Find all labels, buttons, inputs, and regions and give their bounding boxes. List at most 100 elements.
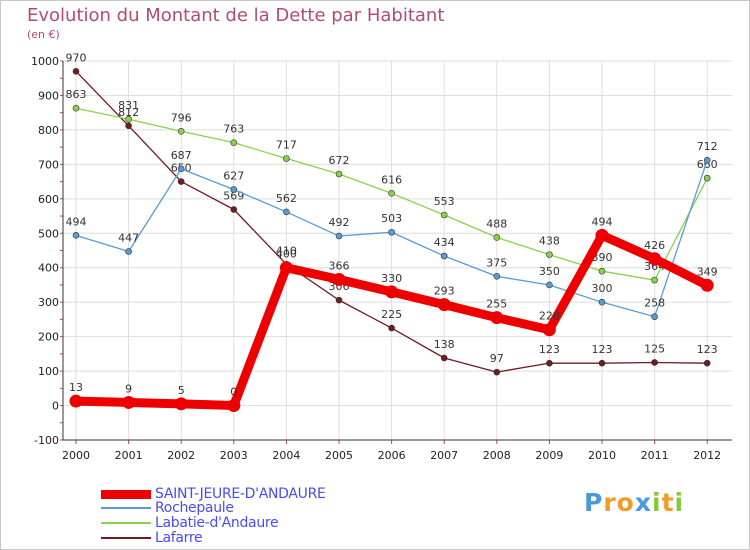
y-tick-label: 800 (38, 124, 59, 137)
data-label-labatie-d-andaure: 763 (223, 123, 244, 136)
point-labatie-d-andaure (440, 211, 448, 219)
x-tick-label: 2009 (535, 449, 563, 462)
proxiti-logo: Proxiti (584, 488, 684, 517)
y-tick-label: 400 (38, 262, 59, 275)
point-saint-jeure-d-andaure (385, 285, 399, 299)
point-rochepaule (651, 313, 658, 320)
x-tick-label: 2001 (115, 449, 143, 462)
data-label-labatie-d-andaure: 863 (66, 88, 87, 101)
y-tick-label: 200 (38, 331, 59, 344)
point-labatie-d-andaure (283, 155, 290, 162)
data-label-labatie-d-andaure: 660 (697, 158, 718, 171)
data-label-lafarre: 410 (276, 244, 297, 257)
point-saint-jeure-d-andaure (700, 278, 714, 292)
data-label-labatie-d-andaure: 390 (592, 251, 613, 264)
data-label-lafarre: 569 (223, 189, 244, 202)
data-label-saint-jeure-d-andaure: 13 (69, 381, 83, 394)
data-label-rochepaule: 712 (697, 140, 718, 153)
point-rochepaule (177, 165, 185, 173)
y-tick-label: 1000 (31, 55, 59, 68)
data-label-labatie-d-andaure: 672 (329, 154, 350, 167)
data-label-saint-jeure-d-andaure: 220 (539, 310, 560, 323)
legend-swatch (101, 537, 151, 539)
y-tick-label: 100 (38, 365, 59, 378)
point-lafarre (598, 359, 606, 367)
data-label-labatie-d-andaure: 438 (539, 235, 560, 248)
y-tick-label: 900 (38, 89, 59, 102)
point-labatie-d-andaure (546, 251, 553, 258)
data-label-rochepaule: 258 (644, 297, 665, 310)
data-label-rochepaule: 687 (171, 149, 192, 162)
data-label-rochepaule: 350 (539, 265, 560, 278)
point-labatie-d-andaure (703, 174, 711, 182)
data-label-saint-jeure-d-andaure: 400 (276, 248, 297, 261)
point-saint-jeure-d-andaure (122, 395, 136, 409)
point-labatie-d-andaure (388, 190, 395, 197)
data-label-saint-jeure-d-andaure: 9 (125, 382, 132, 395)
data-label-saint-jeure-d-andaure: 494 (592, 215, 613, 228)
data-label-lafarre: 138 (434, 338, 455, 351)
data-label-rochepaule: 300 (592, 282, 613, 295)
data-label-labatie-d-andaure: 717 (276, 139, 297, 152)
data-label-rochepaule: 562 (276, 192, 297, 205)
legend-label: Lafarre (155, 530, 203, 546)
data-label-labatie-d-andaure: 488 (486, 217, 507, 230)
y-tick-label: 700 (38, 158, 59, 171)
point-saint-jeure-d-andaure (542, 323, 556, 337)
x-tick-label: 2012 (693, 449, 721, 462)
point-labatie-d-andaure (72, 104, 80, 112)
point-saint-jeure-d-andaure (437, 298, 451, 312)
point-saint-jeure-d-andaure (227, 399, 241, 413)
data-label-labatie-d-andaure: 796 (171, 111, 192, 124)
point-labatie-d-andaure (125, 115, 132, 123)
point-rochepaule (230, 186, 238, 193)
x-tick-label: 2004 (272, 449, 300, 462)
point-rochepaule (703, 156, 711, 164)
plot-area (63, 61, 732, 440)
point-saint-jeure-d-andaure (648, 252, 662, 266)
legend-item: Labatie-d'Andaure (101, 515, 279, 531)
data-label-labatie-d-andaure: 616 (381, 173, 402, 186)
point-rochepaule (598, 298, 606, 306)
data-label-saint-jeure-d-andaure: 366 (329, 259, 350, 272)
point-rochepaule (72, 232, 80, 239)
point-lafarre (651, 359, 658, 366)
legend-swatch (101, 507, 151, 509)
data-label-lafarre: 970 (66, 51, 87, 64)
data-label-lafarre: 225 (381, 308, 402, 321)
point-lafarre (388, 324, 395, 332)
legend-label: Rochepaule (155, 500, 234, 516)
logo-letter: x (634, 488, 652, 517)
point-labatie-d-andaure (230, 139, 238, 146)
data-label-lafarre: 123 (592, 343, 613, 356)
data-label-lafarre: 97 (490, 352, 504, 365)
data-label-saint-jeure-d-andaure: 0 (230, 386, 237, 399)
point-lafarre (493, 368, 501, 376)
y-tick-label: 0 (52, 400, 59, 413)
data-label-saint-jeure-d-andaure: 426 (644, 239, 665, 252)
data-label-labatie-d-andaure: 831 (118, 99, 139, 112)
point-lafarre (177, 178, 185, 185)
x-tick-label: 2000 (62, 449, 90, 462)
y-tick-label: 300 (38, 296, 59, 309)
point-labatie-d-andaure (598, 267, 606, 275)
point-labatie-d-andaure (177, 127, 185, 135)
legend-item: SAINT-JEURE-D'ANDAURE (101, 486, 326, 502)
point-labatie-d-andaure (493, 234, 501, 241)
legend-swatch (101, 489, 151, 499)
data-label-rochepaule: 447 (118, 232, 139, 245)
point-lafarre (230, 206, 238, 213)
point-lafarre (72, 68, 80, 75)
point-lafarre (440, 354, 448, 362)
legend-label: SAINT-JEURE-D'ANDAURE (155, 486, 326, 502)
data-label-saint-jeure-d-andaure: 5 (178, 384, 185, 397)
point-rochepaule (440, 252, 448, 260)
point-labatie-d-andaure (651, 276, 658, 284)
x-tick-label: 2006 (378, 449, 406, 462)
point-saint-jeure-d-andaure (595, 228, 609, 242)
y-tick-label: 600 (38, 193, 59, 206)
logo-letter: i (674, 488, 685, 517)
point-rochepaule (388, 228, 395, 236)
logo-letter: i (652, 488, 662, 517)
